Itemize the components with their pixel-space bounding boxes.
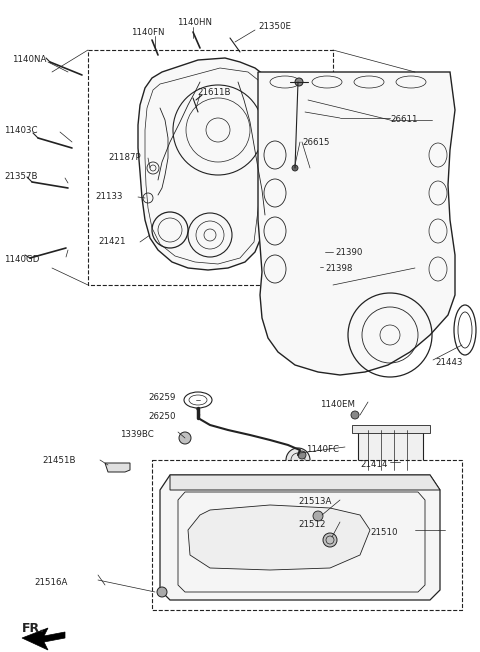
Text: 21414: 21414 <box>360 460 387 469</box>
Circle shape <box>351 411 359 419</box>
Text: 21421: 21421 <box>98 237 125 246</box>
Text: 26250: 26250 <box>148 412 176 421</box>
Bar <box>352 425 430 433</box>
Circle shape <box>286 448 310 472</box>
Polygon shape <box>258 72 455 375</box>
Circle shape <box>313 511 323 521</box>
Bar <box>88 50 333 285</box>
Circle shape <box>295 78 303 86</box>
Text: FR.: FR. <box>22 622 45 635</box>
Polygon shape <box>22 628 65 650</box>
Text: 21516A: 21516A <box>34 578 67 587</box>
Polygon shape <box>188 505 370 570</box>
Text: 21451B: 21451B <box>42 456 75 465</box>
Bar <box>358 430 423 470</box>
Text: 1140FC: 1140FC <box>306 445 339 454</box>
Circle shape <box>179 432 191 444</box>
Polygon shape <box>160 475 440 600</box>
Text: 21443: 21443 <box>435 358 463 367</box>
Polygon shape <box>170 475 440 490</box>
Text: 21357B: 21357B <box>4 172 37 181</box>
Text: 21611B: 21611B <box>197 88 230 97</box>
Text: 21350E: 21350E <box>258 22 291 31</box>
Text: 21512: 21512 <box>298 520 325 529</box>
Text: 1140EM: 1140EM <box>320 400 355 409</box>
Text: 1140NA: 1140NA <box>12 55 47 64</box>
Text: 11403C: 11403C <box>4 126 37 135</box>
Text: 26615: 26615 <box>302 138 329 147</box>
Text: 21513A: 21513A <box>298 497 331 506</box>
Circle shape <box>298 451 306 459</box>
Text: 21390: 21390 <box>335 248 362 257</box>
Circle shape <box>323 533 337 547</box>
Text: 1140FN: 1140FN <box>131 28 165 37</box>
Bar <box>152 460 462 610</box>
Polygon shape <box>138 58 280 270</box>
Text: 26611: 26611 <box>390 115 418 124</box>
Text: 1140GD: 1140GD <box>4 255 39 264</box>
Polygon shape <box>105 463 130 472</box>
Text: 1140HN: 1140HN <box>178 18 213 27</box>
Text: 21133: 21133 <box>95 192 122 201</box>
Text: 21510: 21510 <box>370 528 397 537</box>
Text: 1339BC: 1339BC <box>120 430 154 439</box>
Text: 26259: 26259 <box>148 393 175 402</box>
Circle shape <box>292 165 298 171</box>
Text: 21398: 21398 <box>325 264 352 273</box>
Text: 21187P: 21187P <box>108 153 141 162</box>
Circle shape <box>157 587 167 597</box>
